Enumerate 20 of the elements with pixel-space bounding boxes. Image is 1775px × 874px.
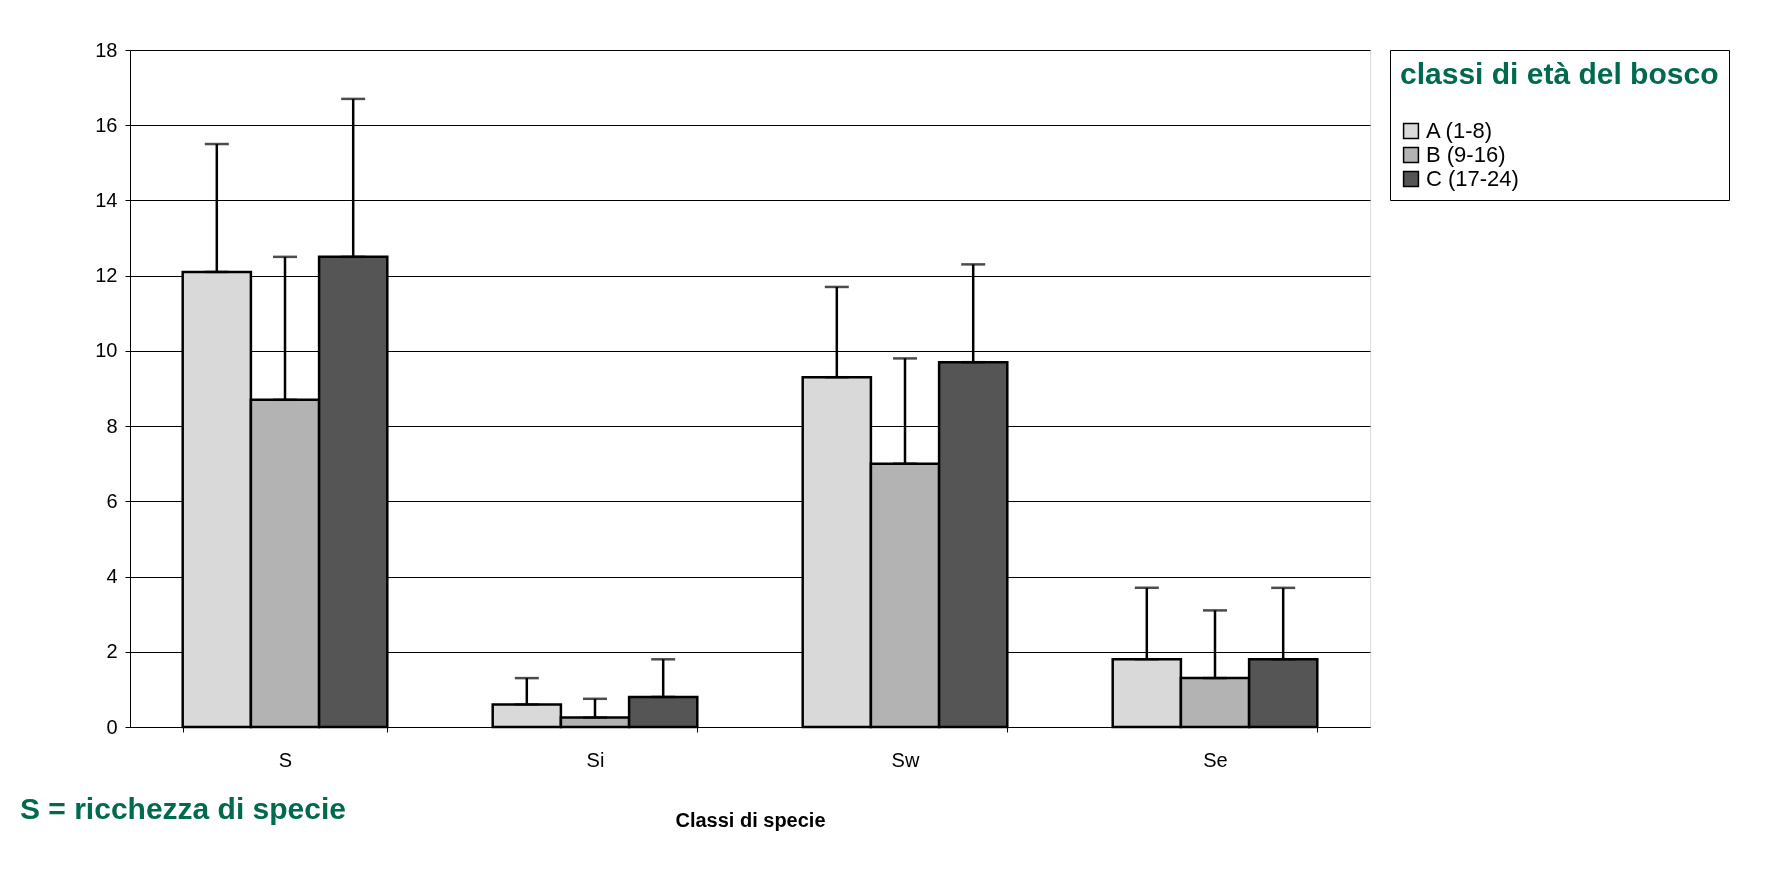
legend-label: C (17-24): [1426, 166, 1519, 191]
x-axis-title: Classi di specie: [675, 808, 826, 831]
y-tick-label: 4: [106, 565, 118, 588]
legend-title: classi di età del bosco: [1400, 57, 1719, 90]
text: S = ricchezza di specie: [20, 792, 347, 825]
x-tick-label: Se: [1203, 748, 1228, 771]
y-tick-label: 0: [106, 715, 118, 738]
y-tick-label: 10: [95, 339, 118, 362]
x-tick-label: Sw: [891, 748, 920, 771]
y-tick-label: 8: [106, 414, 118, 437]
x-tick-label: Si: [586, 748, 605, 771]
y-tick-label: 2: [106, 640, 118, 663]
y-tick-label: 16: [95, 113, 118, 136]
x-tick-label: S: [278, 748, 293, 771]
legend-label: B (9-16): [1426, 142, 1506, 167]
y-tick-label: 6: [106, 489, 118, 512]
legend-label: A (1-8): [1426, 118, 1493, 143]
y-tick-label: 14: [95, 188, 118, 211]
y-tick-label: 18: [95, 38, 118, 61]
y-tick-label: 12: [95, 264, 118, 287]
